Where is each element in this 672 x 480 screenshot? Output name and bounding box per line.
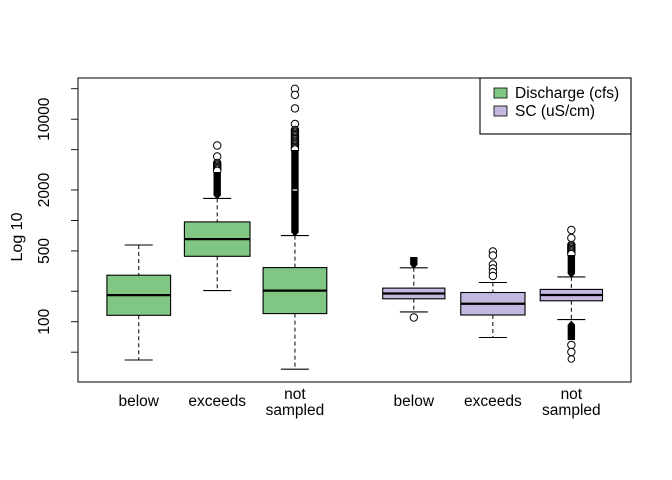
svg-text:exceeds: exceeds <box>464 393 522 410</box>
svg-text:Discharge (cfs): Discharge (cfs) <box>515 85 619 102</box>
svg-text:500: 500 <box>36 238 53 264</box>
svg-text:not: not <box>561 386 583 403</box>
svg-text:below: below <box>394 393 435 410</box>
svg-text:sampled: sampled <box>266 402 325 419</box>
svg-text:exceeds: exceeds <box>188 393 246 410</box>
svg-text:10000: 10000 <box>36 97 53 140</box>
svg-text:SC (uS/cm): SC (uS/cm) <box>515 103 595 120</box>
svg-text:not: not <box>284 386 306 403</box>
svg-text:sampled: sampled <box>542 402 601 419</box>
svg-text:2000: 2000 <box>36 172 53 207</box>
svg-text:100: 100 <box>36 308 53 334</box>
svg-text:Log 10: Log 10 <box>9 212 26 261</box>
svg-text:below: below <box>119 393 160 410</box>
